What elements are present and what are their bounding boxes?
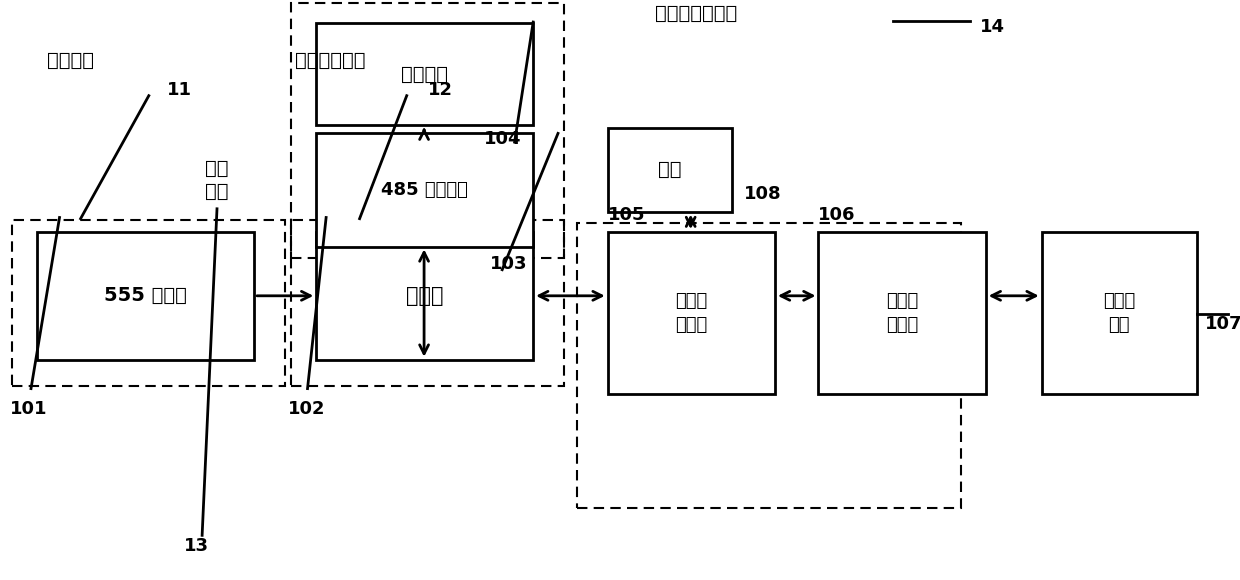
Bar <box>291 3 564 258</box>
Text: 485 无线通信: 485 无线通信 <box>381 181 469 199</box>
Text: 107: 107 <box>1205 314 1240 333</box>
Text: 12: 12 <box>428 81 453 99</box>
Text: 汽车蓄
电池: 汽车蓄 电池 <box>1102 292 1136 334</box>
Text: 103: 103 <box>490 255 527 273</box>
Bar <box>316 232 533 360</box>
Text: 14: 14 <box>980 18 1004 37</box>
Text: 充放电控制模块: 充放电控制模块 <box>655 4 737 23</box>
Text: 电网: 电网 <box>658 160 681 179</box>
Text: 单片机: 单片机 <box>405 286 444 306</box>
Bar <box>291 220 564 386</box>
Text: 充放电
控制器: 充放电 控制器 <box>675 292 708 334</box>
Bar <box>608 232 775 394</box>
Text: 106: 106 <box>818 205 856 224</box>
Bar <box>37 232 254 360</box>
Text: 定时模块: 定时模块 <box>47 50 94 70</box>
Bar <box>12 220 285 386</box>
Bar <box>316 133 533 246</box>
Text: 中央控制模块: 中央控制模块 <box>295 50 366 70</box>
Text: 11: 11 <box>167 81 192 99</box>
Text: 用户终端: 用户终端 <box>402 64 448 84</box>
Text: 105: 105 <box>608 205 645 224</box>
Text: 555 定时器: 555 定时器 <box>104 287 187 305</box>
Bar <box>577 223 961 508</box>
Text: 13: 13 <box>184 537 208 556</box>
Bar <box>608 128 732 212</box>
Text: 电能计
算装置: 电能计 算装置 <box>885 292 919 334</box>
Text: 102: 102 <box>288 400 325 418</box>
Text: 108: 108 <box>744 185 781 204</box>
Text: 通信
模块: 通信 模块 <box>206 158 228 201</box>
Bar <box>316 23 533 125</box>
Bar <box>818 232 986 394</box>
Text: 101: 101 <box>10 400 47 418</box>
Text: 104: 104 <box>484 130 521 148</box>
Bar <box>1042 232 1197 394</box>
